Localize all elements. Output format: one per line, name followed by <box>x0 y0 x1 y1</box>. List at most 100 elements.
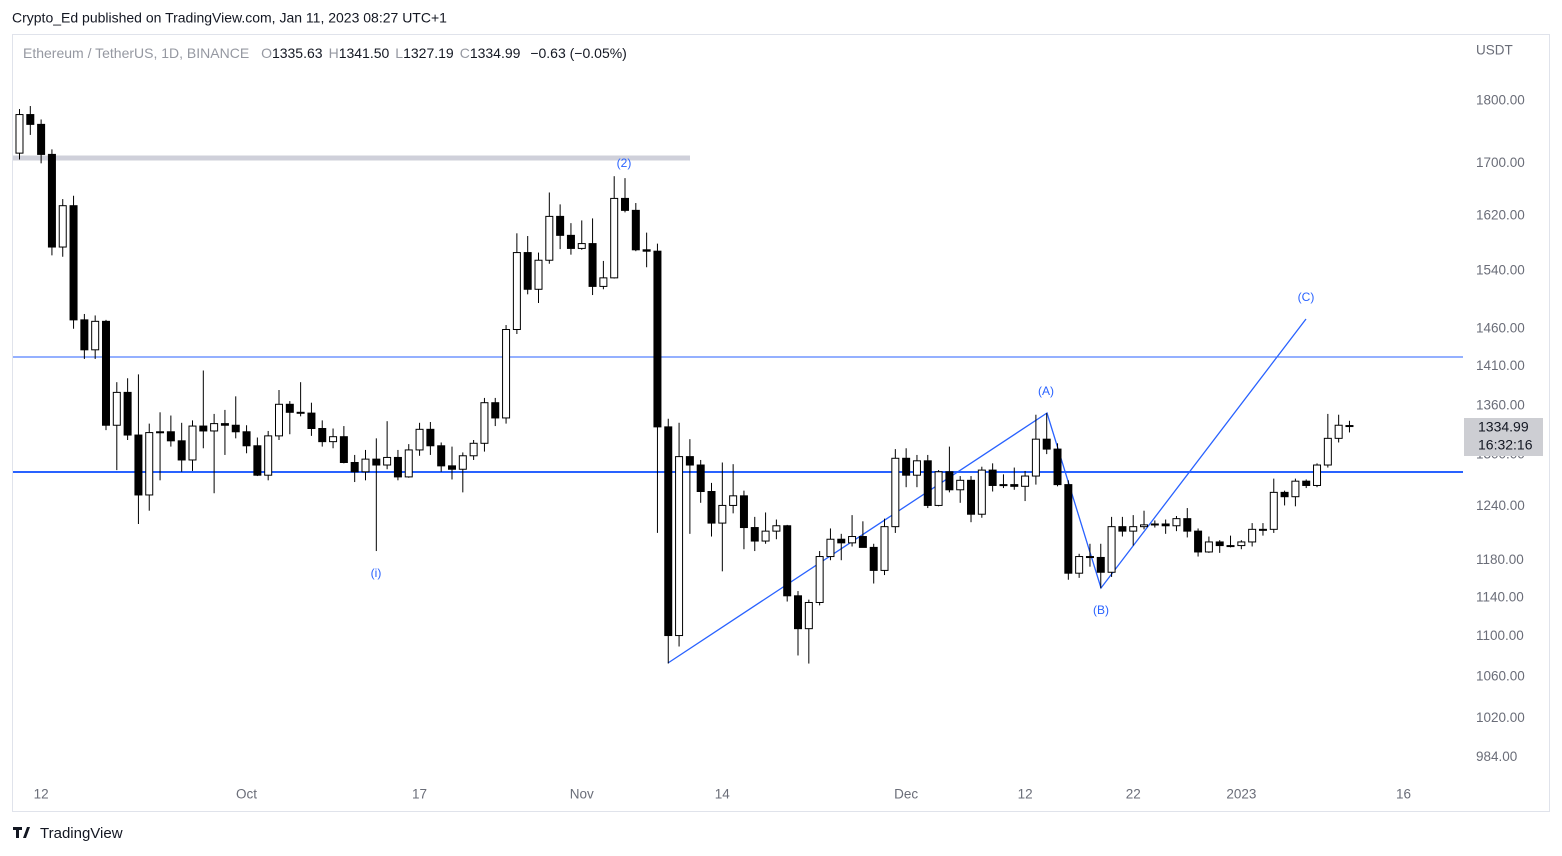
tradingview-logo: TradingView <box>13 825 123 842</box>
candle-body <box>448 465 457 470</box>
candle-body <box>318 428 327 443</box>
candle-body <box>1129 526 1138 532</box>
logo-icon <box>13 827 30 838</box>
chart-frame <box>12 34 1550 812</box>
candle-body <box>177 440 186 461</box>
candle-body <box>880 526 889 571</box>
y-tick-label: 1020.00 <box>1476 710 1525 725</box>
candle-body <box>848 536 857 544</box>
y-tick-label: 984.00 <box>1476 749 1517 764</box>
candle-body <box>145 432 154 496</box>
y-tick-label: 1360.00 <box>1476 397 1525 412</box>
candle-body <box>112 391 121 426</box>
wave-label: (2) <box>617 156 632 170</box>
x-tick-label: 17 <box>412 787 427 802</box>
ohlc-key: H <box>329 45 339 61</box>
candle-body <box>469 442 478 457</box>
candle-body <box>1064 484 1073 574</box>
candle-body <box>437 445 446 467</box>
candle-body <box>577 243 586 249</box>
ohlc-value: 1341.50 <box>339 45 390 61</box>
candle-body <box>15 114 24 154</box>
candle-body <box>739 495 748 529</box>
candle-body <box>696 464 705 493</box>
candle-body <box>156 431 165 434</box>
candle-body <box>383 456 392 466</box>
x-tick-label: Oct <box>236 787 257 802</box>
y-tick-label: 1100.00 <box>1476 628 1524 643</box>
candle-body <box>556 215 565 236</box>
candle-body <box>69 205 78 321</box>
candle-body <box>1237 541 1246 547</box>
candle-body <box>58 205 67 248</box>
byline: Crypto_Ed published on TradingView.com, … <box>12 10 447 26</box>
candle-body <box>242 431 251 447</box>
ohlc-key: O <box>261 45 272 61</box>
x-tick-label: 12 <box>34 787 49 802</box>
candle-body <box>869 546 878 571</box>
candle-body <box>977 469 986 515</box>
candle-body <box>339 436 348 463</box>
candle-body <box>675 456 684 637</box>
ohlc: O1335.63 H1341.50 L1327.19 C1334.99 <box>261 45 521 61</box>
candle-body <box>934 471 943 506</box>
candle-body <box>1345 425 1354 428</box>
candle-body <box>631 209 640 251</box>
candle-body <box>1215 541 1224 547</box>
last-price-box <box>1464 418 1543 456</box>
resistance-zone <box>13 155 690 161</box>
candle-body <box>47 153 56 248</box>
last-price: 1334.99 <box>1478 419 1529 435</box>
wave-label: (i) <box>371 566 382 580</box>
x-tick-label: 14 <box>715 787 731 802</box>
ohlc-key: L <box>395 45 403 61</box>
candle-body <box>1031 438 1040 477</box>
candle-body <box>350 461 359 473</box>
y-tick-label: 1180.00 <box>1476 552 1524 567</box>
legend: Ethereum / TetherUS, 1D, BINANCE O1335.6… <box>23 45 627 61</box>
candle-body <box>837 538 846 544</box>
candle-body <box>664 426 673 637</box>
candle-body <box>858 536 867 548</box>
x-tick-label: Nov <box>570 787 594 802</box>
candle-body <box>804 601 813 630</box>
candle-body <box>1194 530 1203 553</box>
candle-body <box>1226 545 1235 548</box>
y-tick-label: 1620.00 <box>1476 207 1525 222</box>
candle-body <box>956 479 965 491</box>
candle-body <box>1204 541 1213 553</box>
candle-body <box>274 403 283 437</box>
candle-body <box>1183 518 1192 532</box>
candle-body <box>458 455 467 470</box>
candle-body <box>653 250 662 428</box>
ohlc-value: 1334.99 <box>470 45 521 61</box>
candle-body <box>566 234 575 249</box>
last-price-label: 1334.99 16:32:16 <box>1464 418 1543 456</box>
x-tick-label: 2023 <box>1226 787 1256 802</box>
candle-body <box>523 252 532 290</box>
candle-body <box>999 484 1008 487</box>
candle-body <box>1021 475 1030 487</box>
candle-body <box>545 215 554 261</box>
y-tick-label: 1800.00 <box>1476 93 1525 108</box>
candle-body <box>264 435 273 476</box>
candle-body <box>1085 556 1094 559</box>
candle-body <box>945 471 954 491</box>
x-tick-label: 12 <box>1018 787 1033 802</box>
wave-path <box>667 318 1307 664</box>
candle-body <box>372 458 381 466</box>
candle-body <box>772 525 781 532</box>
candle-body <box>1323 437 1332 466</box>
candle-body <box>794 595 803 630</box>
candle-body <box>253 445 262 476</box>
candle-body <box>134 434 143 496</box>
y-tick-label: 1060.00 <box>1476 668 1525 683</box>
candle-body <box>491 402 500 419</box>
candle-body <box>37 123 46 155</box>
candle-body <box>415 428 424 451</box>
candle-body <box>1042 438 1051 450</box>
candle-body <box>1248 528 1257 543</box>
candle-body <box>220 423 229 426</box>
